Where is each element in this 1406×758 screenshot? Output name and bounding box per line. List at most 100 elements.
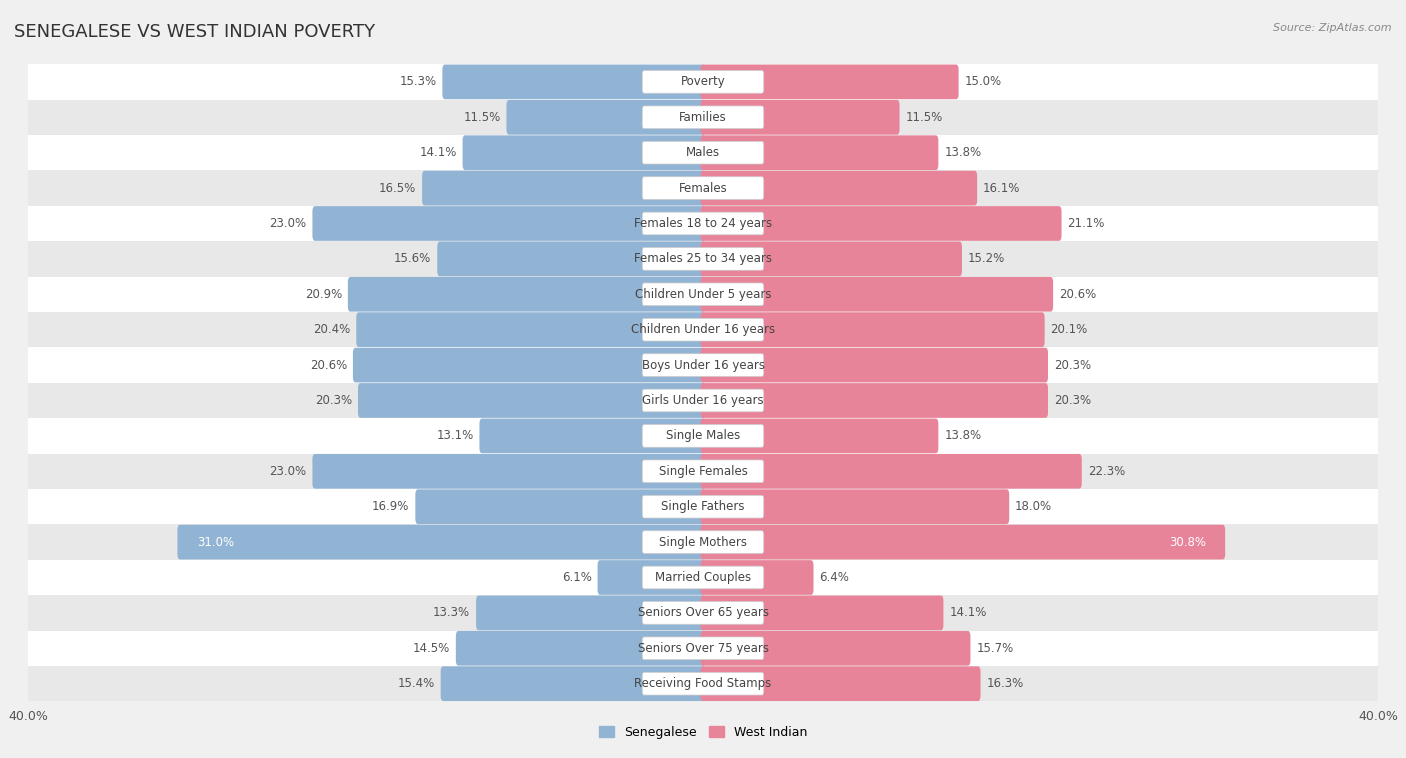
Text: 6.1%: 6.1% <box>562 571 592 584</box>
Text: 21.1%: 21.1% <box>1067 217 1105 230</box>
FancyBboxPatch shape <box>700 64 959 99</box>
Text: 22.3%: 22.3% <box>1088 465 1125 478</box>
Bar <box>0 205 1406 241</box>
Text: 13.8%: 13.8% <box>945 429 981 443</box>
FancyBboxPatch shape <box>643 531 763 553</box>
FancyBboxPatch shape <box>643 424 763 447</box>
FancyBboxPatch shape <box>643 566 763 589</box>
Text: Seniors Over 75 years: Seniors Over 75 years <box>637 642 769 655</box>
Text: 13.8%: 13.8% <box>945 146 981 159</box>
FancyBboxPatch shape <box>700 454 1081 489</box>
Bar <box>0 489 1406 525</box>
FancyBboxPatch shape <box>440 666 706 701</box>
Text: 20.4%: 20.4% <box>314 323 350 337</box>
FancyBboxPatch shape <box>700 277 1053 312</box>
FancyBboxPatch shape <box>463 136 706 170</box>
Text: 15.4%: 15.4% <box>398 677 434 691</box>
FancyBboxPatch shape <box>456 631 706 666</box>
Text: 15.2%: 15.2% <box>967 252 1005 265</box>
Text: 16.3%: 16.3% <box>987 677 1024 691</box>
Text: Females: Females <box>679 182 727 195</box>
FancyBboxPatch shape <box>700 383 1047 418</box>
Bar <box>0 595 1406 631</box>
Text: Source: ZipAtlas.com: Source: ZipAtlas.com <box>1274 23 1392 33</box>
FancyBboxPatch shape <box>422 171 706 205</box>
FancyBboxPatch shape <box>643 212 763 235</box>
Text: 18.0%: 18.0% <box>1015 500 1052 513</box>
FancyBboxPatch shape <box>347 277 706 312</box>
Text: 15.3%: 15.3% <box>399 75 436 89</box>
Text: 23.0%: 23.0% <box>270 217 307 230</box>
FancyBboxPatch shape <box>700 171 977 205</box>
Bar <box>0 277 1406 312</box>
FancyBboxPatch shape <box>437 242 706 276</box>
Text: Males: Males <box>686 146 720 159</box>
Text: Single Mothers: Single Mothers <box>659 536 747 549</box>
Bar <box>0 525 1406 560</box>
Text: SENEGALESE VS WEST INDIAN POVERTY: SENEGALESE VS WEST INDIAN POVERTY <box>14 23 375 41</box>
Bar <box>0 99 1406 135</box>
FancyBboxPatch shape <box>506 100 706 135</box>
Text: 20.9%: 20.9% <box>305 288 342 301</box>
Bar <box>0 347 1406 383</box>
FancyBboxPatch shape <box>443 64 706 99</box>
FancyBboxPatch shape <box>643 354 763 377</box>
Text: 31.0%: 31.0% <box>197 536 233 549</box>
FancyBboxPatch shape <box>643 177 763 199</box>
Bar <box>0 560 1406 595</box>
Text: 14.1%: 14.1% <box>949 606 987 619</box>
Text: 20.1%: 20.1% <box>1050 323 1088 337</box>
Text: 20.3%: 20.3% <box>315 394 352 407</box>
Text: 20.3%: 20.3% <box>1054 394 1091 407</box>
FancyBboxPatch shape <box>643 460 763 483</box>
FancyBboxPatch shape <box>643 637 763 659</box>
FancyBboxPatch shape <box>643 602 763 625</box>
Text: 13.1%: 13.1% <box>436 429 474 443</box>
FancyBboxPatch shape <box>643 248 763 270</box>
FancyBboxPatch shape <box>700 596 943 630</box>
FancyBboxPatch shape <box>643 672 763 695</box>
FancyBboxPatch shape <box>700 560 814 595</box>
Text: Single Males: Single Males <box>666 429 740 443</box>
Text: 6.4%: 6.4% <box>820 571 849 584</box>
FancyBboxPatch shape <box>356 312 706 347</box>
Text: Children Under 5 years: Children Under 5 years <box>634 288 772 301</box>
FancyBboxPatch shape <box>700 100 900 135</box>
Text: 20.3%: 20.3% <box>1054 359 1091 371</box>
Bar <box>0 666 1406 701</box>
Bar <box>0 631 1406 666</box>
Text: Children Under 16 years: Children Under 16 years <box>631 323 775 337</box>
Text: Females 18 to 24 years: Females 18 to 24 years <box>634 217 772 230</box>
Text: 16.5%: 16.5% <box>380 182 416 195</box>
FancyBboxPatch shape <box>643 283 763 305</box>
FancyBboxPatch shape <box>700 136 938 170</box>
Legend: Senegalese, West Indian: Senegalese, West Indian <box>593 721 813 744</box>
FancyBboxPatch shape <box>415 490 706 524</box>
FancyBboxPatch shape <box>700 666 980 701</box>
FancyBboxPatch shape <box>700 490 1010 524</box>
FancyBboxPatch shape <box>598 560 706 595</box>
Text: Seniors Over 65 years: Seniors Over 65 years <box>637 606 769 619</box>
FancyBboxPatch shape <box>700 348 1047 383</box>
FancyBboxPatch shape <box>479 418 706 453</box>
Text: 11.5%: 11.5% <box>464 111 501 124</box>
FancyBboxPatch shape <box>643 106 763 129</box>
FancyBboxPatch shape <box>312 206 706 241</box>
Text: 15.6%: 15.6% <box>394 252 432 265</box>
FancyBboxPatch shape <box>700 631 970 666</box>
Text: 11.5%: 11.5% <box>905 111 942 124</box>
Bar <box>0 453 1406 489</box>
Text: 16.1%: 16.1% <box>983 182 1021 195</box>
Bar <box>0 135 1406 171</box>
FancyBboxPatch shape <box>312 454 706 489</box>
Text: 23.0%: 23.0% <box>270 465 307 478</box>
Text: Girls Under 16 years: Girls Under 16 years <box>643 394 763 407</box>
Text: Females 25 to 34 years: Females 25 to 34 years <box>634 252 772 265</box>
Text: Single Females: Single Females <box>658 465 748 478</box>
FancyBboxPatch shape <box>700 418 938 453</box>
FancyBboxPatch shape <box>643 389 763 412</box>
Bar <box>0 312 1406 347</box>
FancyBboxPatch shape <box>477 596 706 630</box>
Text: Families: Families <box>679 111 727 124</box>
Bar <box>0 241 1406 277</box>
